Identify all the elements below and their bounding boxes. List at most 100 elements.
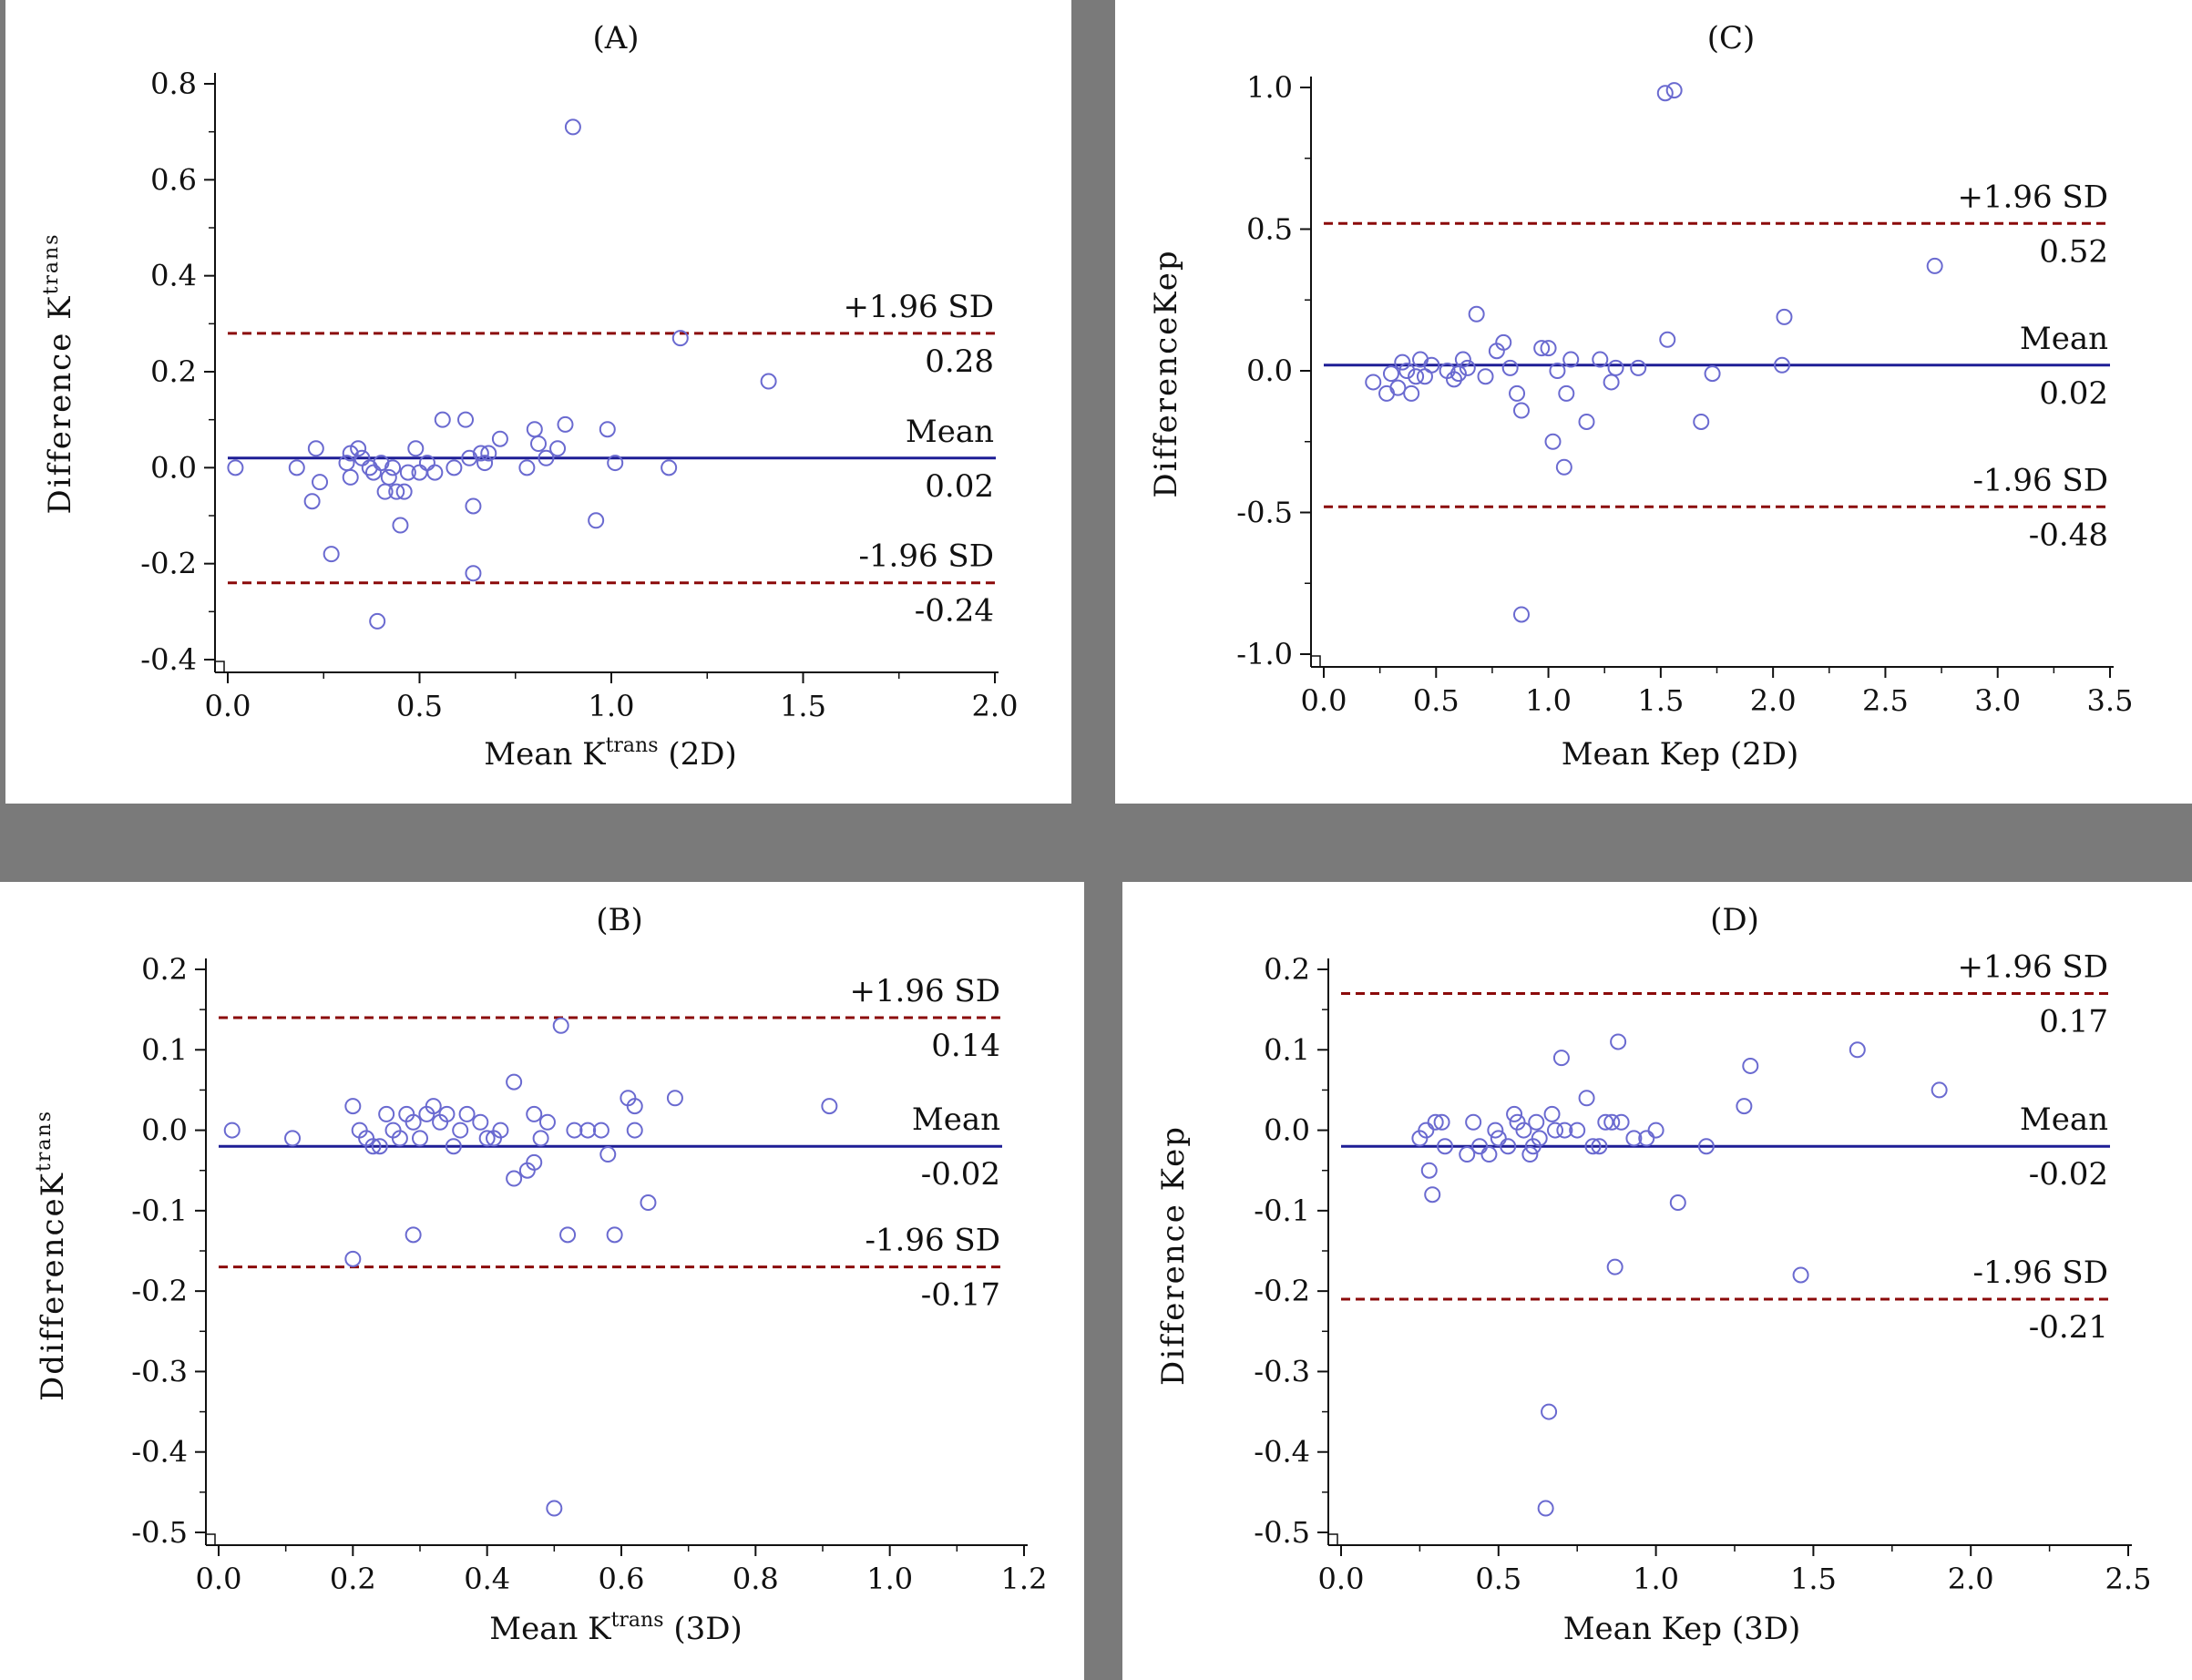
data-point (1437, 1138, 1454, 1155)
data-point (405, 1226, 422, 1244)
panel-c-ylabel: DifferenceKep (1148, 249, 1184, 498)
upper-loa-value: 0.52 (2039, 233, 2108, 270)
data-point (606, 1226, 623, 1244)
data-point (1613, 1113, 1630, 1131)
mean-value: -0.02 (921, 1156, 1000, 1193)
data-point (549, 440, 567, 457)
y-tick-label: -0.2 (1254, 1274, 1310, 1308)
panel-a: (A) 0.0 0.5 1.0 1.5 2.0 -0.4 -0.2 0.0 0.2 0.4 0.6 0… (5, 0, 1071, 804)
data-point (1606, 1258, 1624, 1275)
data-point (350, 440, 367, 457)
data-point (1528, 1113, 1545, 1131)
data-point (607, 455, 624, 472)
y-tick-label: 0.0 (1246, 353, 1293, 388)
panel-a-xlabel: Mean Ktrans (2D) (484, 734, 737, 773)
data-point (364, 464, 382, 481)
upper-loa-label: +1.96 SD (849, 973, 1000, 1009)
data-point (223, 1122, 241, 1139)
data-point (1446, 371, 1463, 388)
panel-c-xlabel: Mean Kep (2D) (1561, 736, 1799, 773)
data-point (1424, 1186, 1441, 1204)
data-point (1465, 1113, 1482, 1131)
y-tick-label: -0.4 (131, 1435, 188, 1470)
mean-value: -0.02 (2029, 1156, 2108, 1193)
panel-b-ylabel: DdifferenceKtrans (33, 1110, 71, 1401)
data-point (559, 1226, 577, 1244)
data-point (1531, 1130, 1548, 1147)
data-point (446, 459, 463, 476)
data-point (1537, 1500, 1554, 1517)
data-point (371, 1138, 388, 1155)
data-point (1638, 1130, 1655, 1147)
data-point (1454, 351, 1471, 368)
axis-corner (1328, 1533, 1338, 1545)
y-tick-label: 0.2 (141, 952, 188, 987)
data-point (1547, 1122, 1564, 1139)
data-point (1495, 333, 1512, 351)
y-tick-label: 0.0 (141, 1113, 188, 1148)
data-point (344, 1098, 362, 1115)
data-point (405, 1113, 422, 1131)
panel-d: (D) 0.0 0.5 1.0 1.5 2.0 2.5 -0.5 -0.4 -0.3 -0.2 -0… (1122, 882, 2192, 1680)
lower-loa-value: -0.48 (2029, 517, 2108, 553)
data-point (1418, 1122, 1435, 1139)
data-point (1433, 1113, 1450, 1131)
y-tick-label: -0.5 (1236, 496, 1293, 530)
data-point (557, 415, 574, 433)
x-tick-label: 2.5 (2105, 1562, 2152, 1596)
data-point (1423, 356, 1440, 374)
y-tick-label: -0.2 (131, 1274, 188, 1308)
panel-a-plot: 0.0 0.5 1.0 1.5 2.0 -0.4 -0.2 0.0 0.2 0.4 0.6 0.8 +1… (140, 67, 1018, 723)
data-point (1480, 1146, 1498, 1163)
data-point (592, 1122, 609, 1139)
x-tick-label: 1.5 (1790, 1562, 1837, 1596)
data-point (1597, 1113, 1614, 1131)
data-point (564, 118, 581, 136)
panel-d-title: (D) (1710, 902, 1759, 938)
y-tick-label: 0.0 (1264, 1113, 1310, 1148)
data-point (307, 440, 324, 457)
data-point (1549, 363, 1566, 379)
axis-corner (215, 661, 225, 672)
data-point (1420, 1162, 1438, 1179)
data-point (506, 1073, 523, 1091)
data-point (1365, 374, 1382, 391)
y-tick-label: 0.0 (150, 450, 197, 485)
data-point (1774, 356, 1791, 374)
panel-c-plot: 0.0 0.5 1.0 1.5 2.0 2.5 3.0 3.5 -1.0 -0.5 0.0 0.5 1.… (1236, 70, 2133, 718)
data-point (388, 483, 405, 500)
y-tick-label: 1.0 (1246, 70, 1293, 105)
data-point (1378, 384, 1396, 402)
y-tick-label: -0.1 (1254, 1193, 1310, 1228)
data-point (1656, 85, 1674, 102)
data-point (666, 1090, 683, 1107)
panel-b-xlabel: Mean Ktrans (3D) (489, 1609, 743, 1647)
y-tick-label: -0.2 (140, 547, 197, 581)
mean-label: Mean (906, 414, 994, 450)
panel-c: (C) 0.0 0.5 1.0 1.5 2.0 2.5 3.0 3.5 -1.0 -0.5 0.0 0… (1115, 0, 2192, 804)
x-tick-label: 1.0 (866, 1562, 913, 1596)
data-point (1578, 413, 1595, 430)
data-point (546, 1500, 563, 1517)
panel-a-title: (A) (592, 20, 640, 56)
x-tick-label: 0.0 (1301, 683, 1347, 718)
data-point (480, 445, 497, 462)
upper-loa-label: +1.96 SD (1957, 179, 2108, 215)
y-tick-label: 0.6 (150, 162, 197, 197)
data-point (1533, 340, 1551, 357)
data-point (1389, 379, 1407, 396)
data-point (626, 1122, 643, 1139)
data-point (369, 612, 386, 630)
data-point (1669, 1194, 1686, 1212)
data-point (1736, 1098, 1753, 1115)
data-point (465, 497, 482, 515)
mean-value: 0.02 (925, 468, 994, 505)
data-point (526, 1105, 543, 1122)
data-point (1512, 402, 1530, 419)
y-tick-label: -0.3 (1254, 1354, 1310, 1388)
panel-b-plot: 0.0 0.2 0.4 0.6 0.8 1.0 1.2 -0.5 -0.4 -0.3 -0.2 -0.… (131, 952, 1047, 1596)
data-point (364, 1138, 382, 1155)
mean-label: Mean (2020, 321, 2108, 357)
lower-loa-value: -0.17 (921, 1277, 1000, 1314)
data-point (1693, 413, 1710, 430)
